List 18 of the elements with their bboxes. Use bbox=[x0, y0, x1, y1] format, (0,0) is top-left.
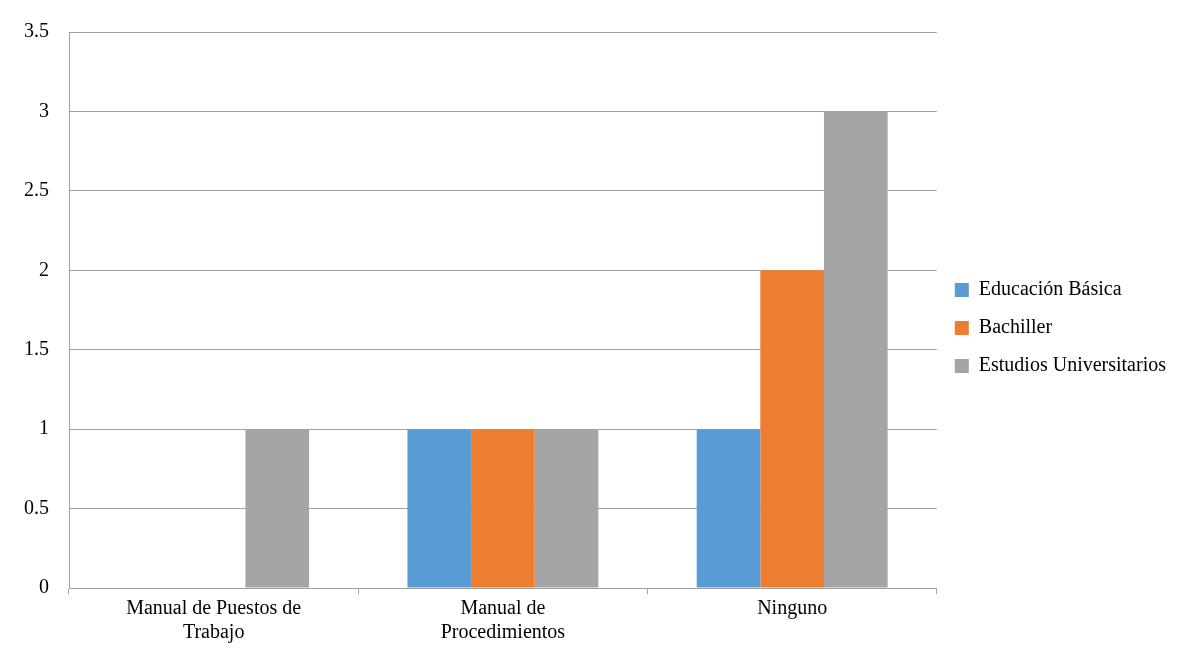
y-tick-label: 1.5 bbox=[24, 336, 49, 359]
bar bbox=[471, 429, 535, 588]
legend-label: Estudios Universitarios bbox=[978, 353, 1167, 376]
y-tick-label: 0 bbox=[39, 575, 49, 598]
legend-label: Educación Básica bbox=[978, 277, 1122, 300]
x-tick-label: Manual de Procedimientos bbox=[440, 596, 566, 643]
bar bbox=[760, 270, 824, 588]
legend-label: Bachiller bbox=[978, 315, 1053, 338]
x-tick-label: Manual de Puestos de Trabajo bbox=[126, 596, 302, 644]
y-tick-label: 3.5 bbox=[24, 19, 49, 42]
y-tick-label: 2.5 bbox=[24, 178, 49, 201]
y-tick-label: 3 bbox=[39, 98, 49, 121]
y-tick-label: 0.5 bbox=[24, 495, 49, 518]
bar bbox=[407, 429, 472, 588]
x-tick-label: Ninguno bbox=[757, 596, 828, 620]
y-tick-label: 1 bbox=[39, 416, 49, 439]
bar bbox=[696, 429, 761, 588]
y-tick-label: 2 bbox=[39, 257, 49, 280]
